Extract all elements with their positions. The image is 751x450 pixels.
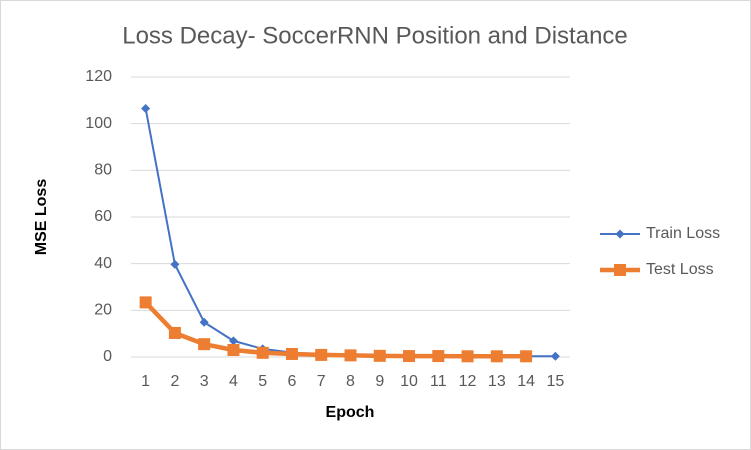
- data-point: [461, 350, 474, 363]
- x-tick-label: 9: [375, 373, 384, 390]
- y-tick-label: 20: [94, 302, 112, 319]
- x-tick-label: 1: [141, 373, 150, 390]
- x-tick-label: 7: [317, 373, 326, 390]
- x-tick-label: 3: [200, 373, 209, 390]
- x-tick-label: 14: [517, 373, 535, 390]
- x-tick-label: 12: [459, 373, 477, 390]
- data-point: [550, 351, 560, 361]
- data-point: [285, 347, 298, 360]
- x-tick-label: 2: [170, 373, 179, 390]
- data-point: [315, 348, 328, 361]
- y-tick-label: 80: [94, 162, 112, 179]
- y-tick-label: 120: [85, 68, 112, 85]
- x-tick-label: 15: [546, 373, 564, 390]
- data-point: [168, 326, 181, 339]
- y-tick-label: 0: [103, 348, 112, 365]
- x-tick-label: 11: [430, 373, 447, 390]
- data-point: [432, 350, 445, 363]
- y-tick-label: 40: [94, 255, 112, 272]
- x-tick-label: 8: [346, 373, 355, 390]
- x-tick-label: 13: [488, 373, 506, 390]
- data-point: [344, 349, 357, 362]
- data-point: [170, 259, 180, 269]
- x-tick-label: 4: [229, 373, 238, 390]
- y-tick-label: 60: [94, 208, 112, 225]
- legend-label: Train Loss: [646, 225, 720, 242]
- data-point: [199, 317, 209, 327]
- legend-label: Test Loss: [646, 261, 714, 278]
- y-axis-label: MSE Loss: [33, 179, 50, 256]
- data-point: [228, 336, 238, 346]
- y-tick-label: 100: [85, 115, 112, 132]
- data-point: [198, 338, 211, 351]
- data-point: [139, 296, 152, 309]
- data-point: [227, 344, 240, 356]
- x-tick-label: 6: [288, 373, 297, 390]
- legend-marker: [615, 229, 625, 239]
- x-axis-label: Epoch: [326, 404, 375, 421]
- data-point: [520, 350, 533, 363]
- data-point: [256, 346, 269, 359]
- x-tick-label: 5: [258, 373, 267, 390]
- chart-title: Loss Decay- SoccerRNN Position and Dista…: [122, 22, 628, 49]
- data-point: [373, 349, 386, 362]
- legend-marker: [614, 264, 626, 276]
- data-point: [141, 104, 151, 113]
- data-point: [403, 350, 416, 363]
- data-point: [490, 350, 503, 363]
- x-tick-label: 10: [400, 373, 418, 390]
